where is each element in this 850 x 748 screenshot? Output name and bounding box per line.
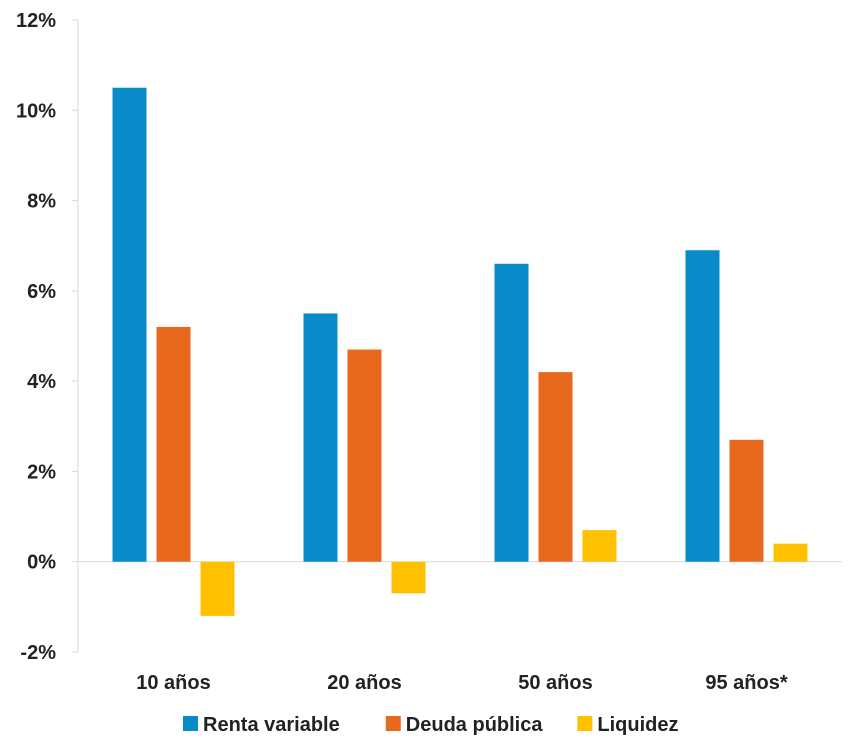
legend: Renta variable Deuda pública Liquidez xyxy=(183,714,679,736)
x-category-label: 20 años xyxy=(327,672,401,694)
bar xyxy=(538,372,573,562)
legend-label: Liquidez xyxy=(597,714,678,736)
bar xyxy=(685,250,720,562)
bars xyxy=(112,87,808,616)
bar xyxy=(112,87,147,562)
bar xyxy=(773,543,808,562)
bar xyxy=(391,561,426,594)
bar xyxy=(582,530,617,562)
legend-label: Deuda pública xyxy=(406,714,544,736)
y-tick-label: 10% xyxy=(16,100,56,122)
y-tick-label: 6% xyxy=(27,281,56,303)
y-tick-label: 8% xyxy=(27,191,56,213)
y-tick-label: -2% xyxy=(20,642,56,664)
bar xyxy=(729,439,764,562)
bar xyxy=(347,349,382,562)
y-tick-label: 0% xyxy=(27,552,56,574)
x-category-label: 50 años xyxy=(518,672,592,694)
legend-swatch xyxy=(577,716,593,731)
y-tick-label: 12% xyxy=(16,10,56,32)
legend-label: Renta variable xyxy=(203,714,340,736)
bar xyxy=(494,263,529,562)
y-tick-label: 4% xyxy=(27,371,56,393)
axis-labels: 12% 10% 8% 6% 4% 2% 0% -2% 10 años 20 años 50 años… xyxy=(16,10,788,694)
x-category-label: 95 años* xyxy=(705,672,787,694)
legend-swatch xyxy=(385,716,401,731)
bar xyxy=(303,313,338,562)
bar xyxy=(200,561,235,616)
x-category-label: 10 años xyxy=(136,672,210,694)
legend-swatch xyxy=(183,716,198,731)
bar xyxy=(156,326,191,562)
y-tick-label: 2% xyxy=(27,461,56,483)
